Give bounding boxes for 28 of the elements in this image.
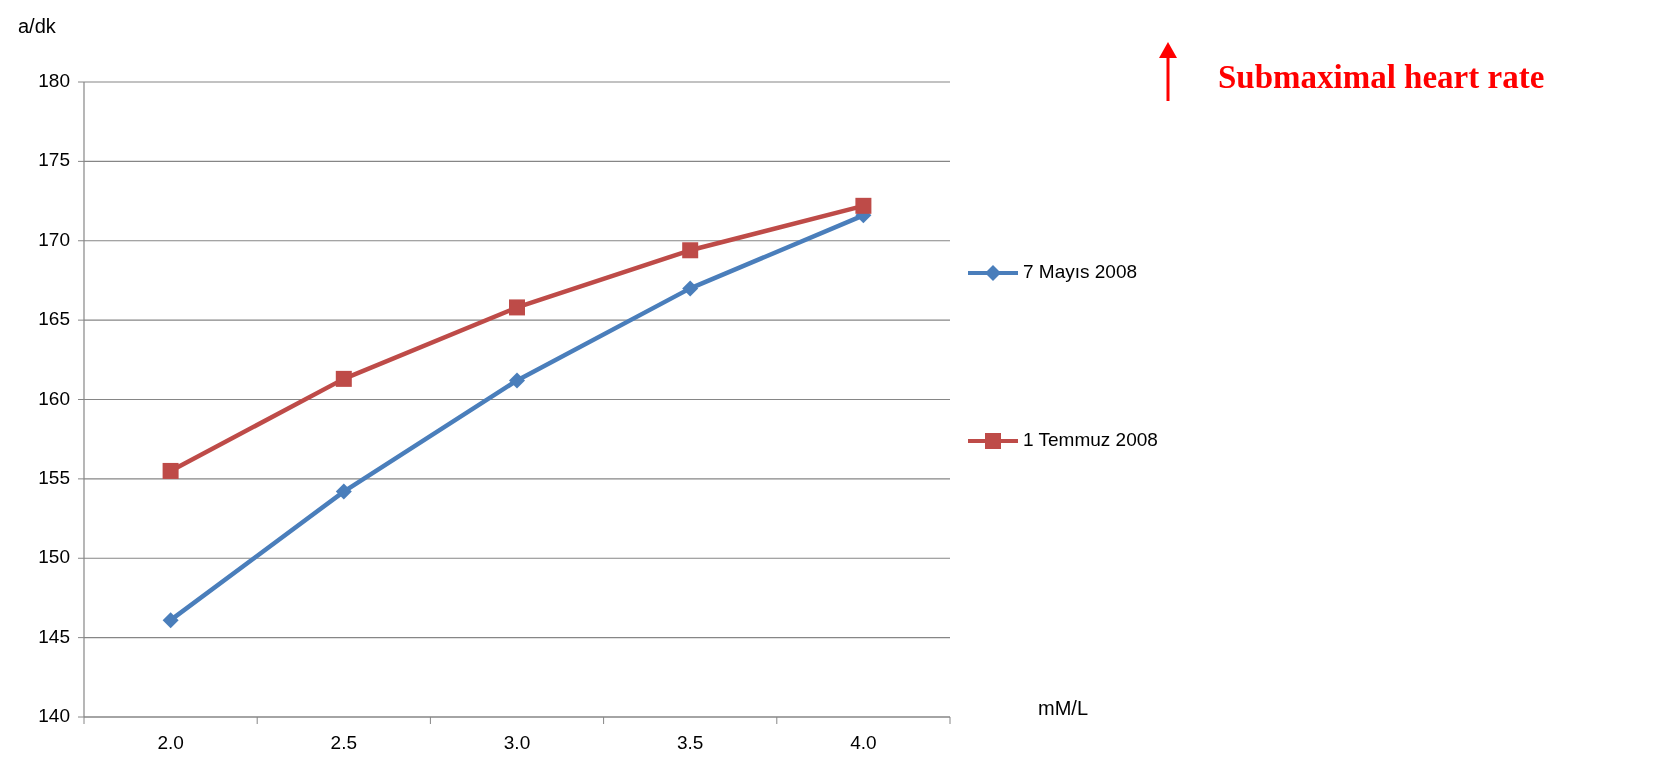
y-tick-label: 170 bbox=[38, 228, 70, 250]
legend-label: 1 Temmuz 2008 bbox=[1023, 429, 1158, 451]
text: Submaximal heart rate bbox=[1218, 59, 1545, 95]
y-tick-label: 180 bbox=[38, 70, 70, 92]
point bbox=[509, 372, 525, 389]
x-tick-label: 4.0 bbox=[850, 732, 877, 753]
point bbox=[682, 280, 699, 297]
y-axis-title: a/dk bbox=[18, 15, 57, 37]
x-tick-label: 3.0 bbox=[503, 732, 531, 753]
point bbox=[162, 462, 179, 479]
y-tick-label: 150 bbox=[38, 546, 70, 568]
y-tick-label: 175 bbox=[38, 149, 70, 171]
x-tick-label: 2.5 bbox=[330, 732, 358, 753]
y-tick-label: 155 bbox=[38, 466, 70, 488]
point bbox=[855, 197, 872, 214]
y-tick-label: 145 bbox=[38, 625, 70, 647]
y-tick-label: 165 bbox=[38, 308, 70, 330]
y-tick-label: 140 bbox=[38, 705, 70, 727]
point bbox=[682, 242, 699, 259]
x-tick-label: 3.5 bbox=[676, 732, 704, 753]
x-tick-label: 2.0 bbox=[157, 732, 184, 753]
y-tick-label: 160 bbox=[38, 387, 70, 409]
x-axis-title: mM/L bbox=[1038, 697, 1088, 719]
point bbox=[509, 299, 525, 316]
point bbox=[162, 612, 179, 629]
point bbox=[335, 483, 352, 500]
point bbox=[335, 370, 352, 387]
legend-label: 7 Mayıs 2008 bbox=[1023, 261, 1138, 283]
